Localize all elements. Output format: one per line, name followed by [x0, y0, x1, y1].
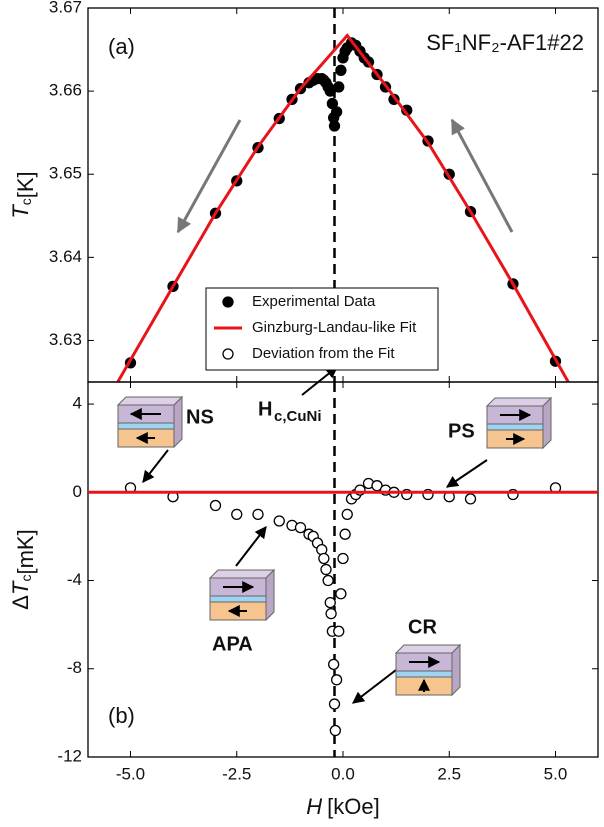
data-point [333, 625, 345, 637]
x-tick-label: 5.0 [544, 764, 568, 783]
icon-layer [486, 423, 544, 431]
y-label-unit: [K] [13, 171, 38, 198]
icon-top [208, 569, 276, 579]
pointer-arrow [142, 449, 169, 483]
data-point [330, 674, 343, 686]
x-tick-label: 2.5 [437, 764, 461, 783]
data-point [318, 552, 330, 565]
data-point [328, 698, 341, 710]
annotation: NS [186, 406, 214, 428]
legend-swatch [222, 296, 234, 308]
x-label-unit: [kOe] [327, 794, 380, 819]
data-point [325, 607, 337, 620]
x-tick-label: -2.5 [222, 764, 251, 783]
y-tick-label: -8 [67, 658, 82, 677]
data-point [320, 563, 332, 576]
y-label-sub: c [18, 575, 34, 582]
legend-label: Ginzburg-Landau-like Fit [252, 319, 417, 336]
y-tick-label: 3.66 [49, 81, 82, 100]
data-point [339, 528, 351, 540]
y-label-symbol: T [8, 580, 33, 595]
layer-icon [208, 568, 276, 622]
y-tick-label: 3.67 [49, 0, 82, 16]
pointer-arrow [301, 366, 338, 396]
layer-icon [394, 643, 462, 697]
fit-line [116, 33, 570, 383]
icon-layer [395, 670, 453, 678]
x-tick-label: 0.0 [331, 764, 355, 783]
pointer-arrow [446, 459, 488, 488]
pointer-arrow [352, 669, 397, 704]
y-tick-label: -12 [57, 746, 82, 765]
legend-label: Experimental Data [252, 293, 376, 310]
y-tick-label: 4 [73, 394, 82, 413]
y-label-prefix: Δ [8, 595, 33, 610]
annotation: PS [448, 420, 475, 442]
data-point [294, 521, 307, 534]
icon-side [542, 396, 552, 450]
x-label-symbol: H [306, 794, 322, 819]
y-tick-label: 0 [73, 482, 82, 501]
x-axis-label: H [kOe] [306, 794, 379, 819]
data-point [273, 515, 285, 527]
data-point [333, 81, 345, 93]
data-point [252, 508, 264, 521]
y-label-sub: c [18, 198, 34, 205]
y-tick-label: 3.64 [49, 247, 82, 266]
data-point [327, 658, 340, 671]
y-label-symbol: T [8, 204, 33, 219]
icon-side [265, 568, 275, 622]
data-point [337, 552, 349, 565]
data-point [330, 106, 343, 118]
data-point [341, 508, 353, 521]
data-point [329, 724, 342, 737]
y-label-unit: [mK] [13, 529, 38, 574]
icon-side [173, 395, 183, 449]
data-point [209, 499, 222, 512]
y-tick-label: -4 [67, 570, 82, 589]
data-point [335, 64, 347, 76]
icon-top [485, 397, 553, 407]
x-tick-label: -5.0 [116, 764, 145, 783]
y-tick-label: 3.65 [49, 164, 82, 183]
data-point [322, 574, 334, 587]
pointer-arrow [235, 526, 267, 567]
legend-box [205, 287, 439, 371]
icon-layer [117, 422, 175, 430]
annotation: H [258, 398, 272, 420]
sample-label: SF₁NF₂-AF1#22 [426, 30, 584, 55]
y-axis-label: ΔTc[mK] [8, 529, 38, 609]
annotation: CR [408, 616, 437, 638]
icon-layer [209, 595, 267, 603]
sweep-arrow [176, 119, 242, 234]
annotation: APA [212, 633, 253, 655]
sweep-arrow [450, 118, 514, 233]
layout [142, 118, 514, 704]
icon-top [116, 396, 184, 406]
icon-side [451, 643, 461, 697]
data-point [328, 120, 341, 132]
y-tick-label: 3.63 [49, 330, 82, 349]
legend-label: Deviation from the Fit [252, 345, 395, 362]
data-point [231, 508, 243, 521]
data-point [464, 493, 477, 505]
panel-label: (a) [108, 34, 135, 59]
layer-icon [485, 396, 553, 450]
panel-label: (b) [108, 703, 135, 728]
data-point [324, 596, 336, 609]
layer-icon [116, 395, 184, 449]
data-point [335, 588, 347, 600]
y-axis-label: Tc[K] [8, 171, 38, 218]
annotation: c,CuNi [274, 408, 322, 425]
icon-top [394, 644, 462, 654]
legend-swatch [222, 348, 234, 360]
